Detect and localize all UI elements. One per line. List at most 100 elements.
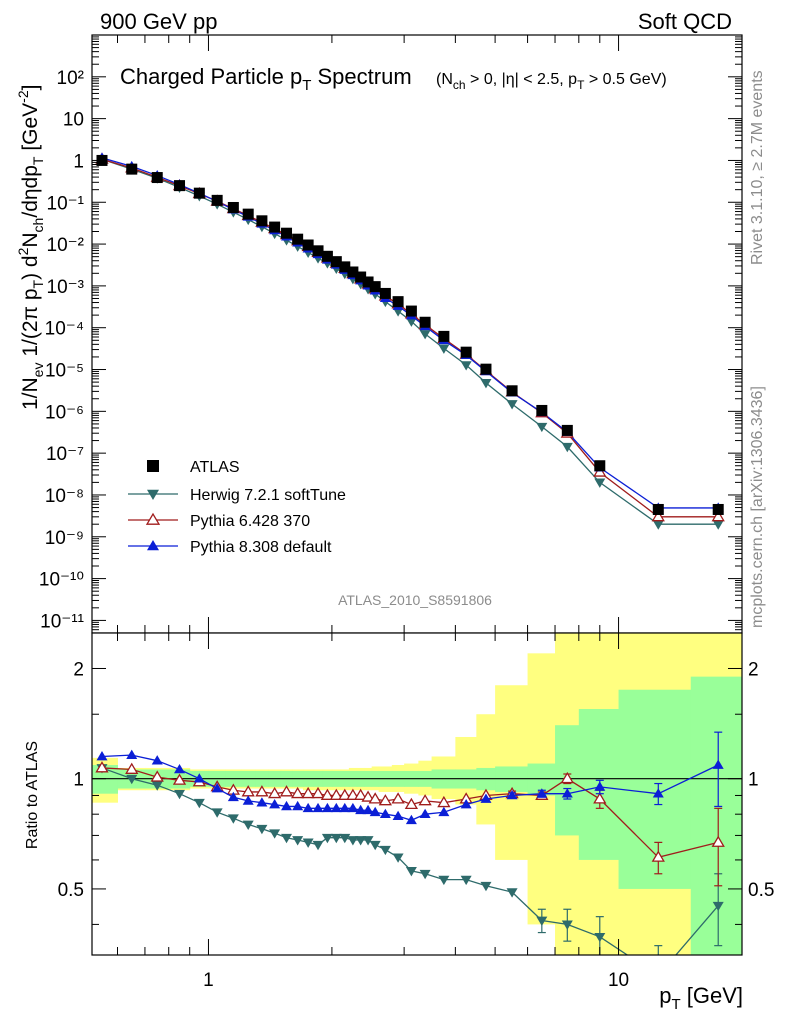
data-point-marker [480, 363, 492, 375]
data-point-marker [438, 344, 450, 354]
data-point-marker [256, 215, 268, 227]
legend-label: Herwig 7.2.1 softTune [190, 487, 346, 504]
data-point-marker [329, 788, 343, 800]
data-point-marker [312, 802, 324, 813]
data-point-marker [405, 867, 417, 877]
ratio-series-markers [96, 731, 724, 825]
data-point-marker [302, 239, 314, 251]
plot-subtitle: (Nch > 0, |η| < 2.5, pT > 0.5 GeV) [436, 71, 667, 92]
y-tick-label: 10⁻³ [47, 277, 85, 298]
legend-label: ATLAS [190, 459, 240, 476]
ratio-y-tick-label-right: 1 [748, 770, 759, 791]
data-point-marker [594, 478, 606, 488]
data-point-marker [362, 276, 374, 288]
y-tick-label: 10⁻² [47, 235, 85, 256]
data-point-marker [419, 808, 431, 819]
data-point-marker [321, 250, 333, 262]
y-tick-label: 10 [63, 110, 84, 131]
data-point-marker [268, 786, 282, 799]
data-point-marker [651, 850, 665, 862]
data-point-marker [126, 774, 138, 785]
data-point-marker [172, 773, 187, 785]
data-point-marker [460, 361, 472, 371]
data-point-marker [151, 781, 163, 791]
data-point-marker [560, 771, 574, 784]
data-point-marker [712, 520, 724, 530]
data-point-marker [96, 750, 108, 761]
data-point-marker [355, 804, 367, 815]
data-point-marker [419, 869, 431, 880]
data-point-marker [460, 799, 472, 809]
data-point-marker [174, 789, 186, 800]
data-point-marker [151, 172, 163, 184]
y-tick-label: 10⁻¹ [47, 193, 85, 214]
plot-title: Charged Particle pT Spectrum [120, 64, 412, 94]
ratio-y-tick-label-left: 1 [73, 770, 84, 791]
ratio-series-markers [96, 764, 724, 981]
data-point-marker [419, 330, 431, 340]
data-point-marker [145, 512, 161, 525]
data-point-marker [193, 798, 205, 809]
data-point-marker [339, 802, 351, 813]
y-tick-label: 10⁻⁷ [46, 444, 84, 465]
data-point-marker [95, 761, 109, 773]
analysis-watermark: ATLAS_2010_S8591806 [338, 592, 492, 608]
data-point-marker [460, 346, 472, 358]
stat-uncertainty-band [690, 676, 743, 955]
data-point-marker [174, 180, 186, 192]
data-point-marker [438, 330, 450, 342]
data-point-marker [150, 770, 164, 782]
data-point-marker [460, 875, 472, 886]
ratio-series-line [101, 767, 719, 955]
data-point-marker [536, 916, 548, 926]
data-point-marker [353, 788, 368, 800]
legend-label: Pythia 8.308 default [190, 539, 332, 556]
y-tick-label: 1 [73, 151, 84, 172]
main-panel-area [92, 35, 742, 633]
data-point-marker [652, 503, 664, 515]
data-point-marker [379, 845, 391, 856]
data-point-marker [320, 788, 335, 800]
data-point-marker [362, 836, 374, 846]
ratio-panel-background [92, 633, 743, 955]
data-point-marker [193, 187, 205, 199]
data-point-marker [211, 783, 223, 793]
y-tick-label: 10⁻¹¹ [40, 611, 84, 632]
data-point-marker [211, 194, 223, 206]
data-point-marker [561, 442, 573, 453]
data-point-marker [405, 305, 417, 317]
legend-label: Pythia 6.428 370 [190, 513, 310, 530]
data-point-marker [653, 972, 664, 981]
data-point-marker [302, 838, 314, 848]
data-point-marker [311, 786, 325, 799]
data-point-marker [712, 759, 724, 769]
data-point-marker [480, 793, 492, 803]
data-point-marker [312, 245, 324, 257]
data-point-marker [242, 795, 254, 805]
ratio-y-tick-label-right: 2 [748, 659, 759, 680]
data-point-marker [392, 853, 404, 863]
data-point-marker [126, 163, 138, 175]
data-point-marker [506, 385, 518, 397]
legend-entry: Pythia 8.308 default [128, 539, 332, 556]
data-point-marker [392, 296, 404, 308]
data-point-marker [405, 317, 417, 327]
data-point-marker [269, 799, 281, 809]
data-point-marker [712, 503, 724, 515]
data-point-marker [419, 316, 431, 328]
data-point-marker [211, 808, 223, 818]
data-point-marker [330, 833, 342, 844]
data-point-marker [480, 379, 492, 389]
data-point-marker [405, 814, 417, 825]
legend-entry: ATLAS [147, 459, 240, 476]
data-point-marker [292, 800, 304, 811]
data-point-marker [125, 762, 139, 774]
data-point-marker [437, 795, 451, 808]
data-point-marker [438, 806, 450, 817]
data-point-marker [279, 785, 294, 797]
data-point-marker [652, 520, 664, 530]
data-point-marker [338, 788, 352, 800]
main-panel-background [92, 35, 742, 633]
